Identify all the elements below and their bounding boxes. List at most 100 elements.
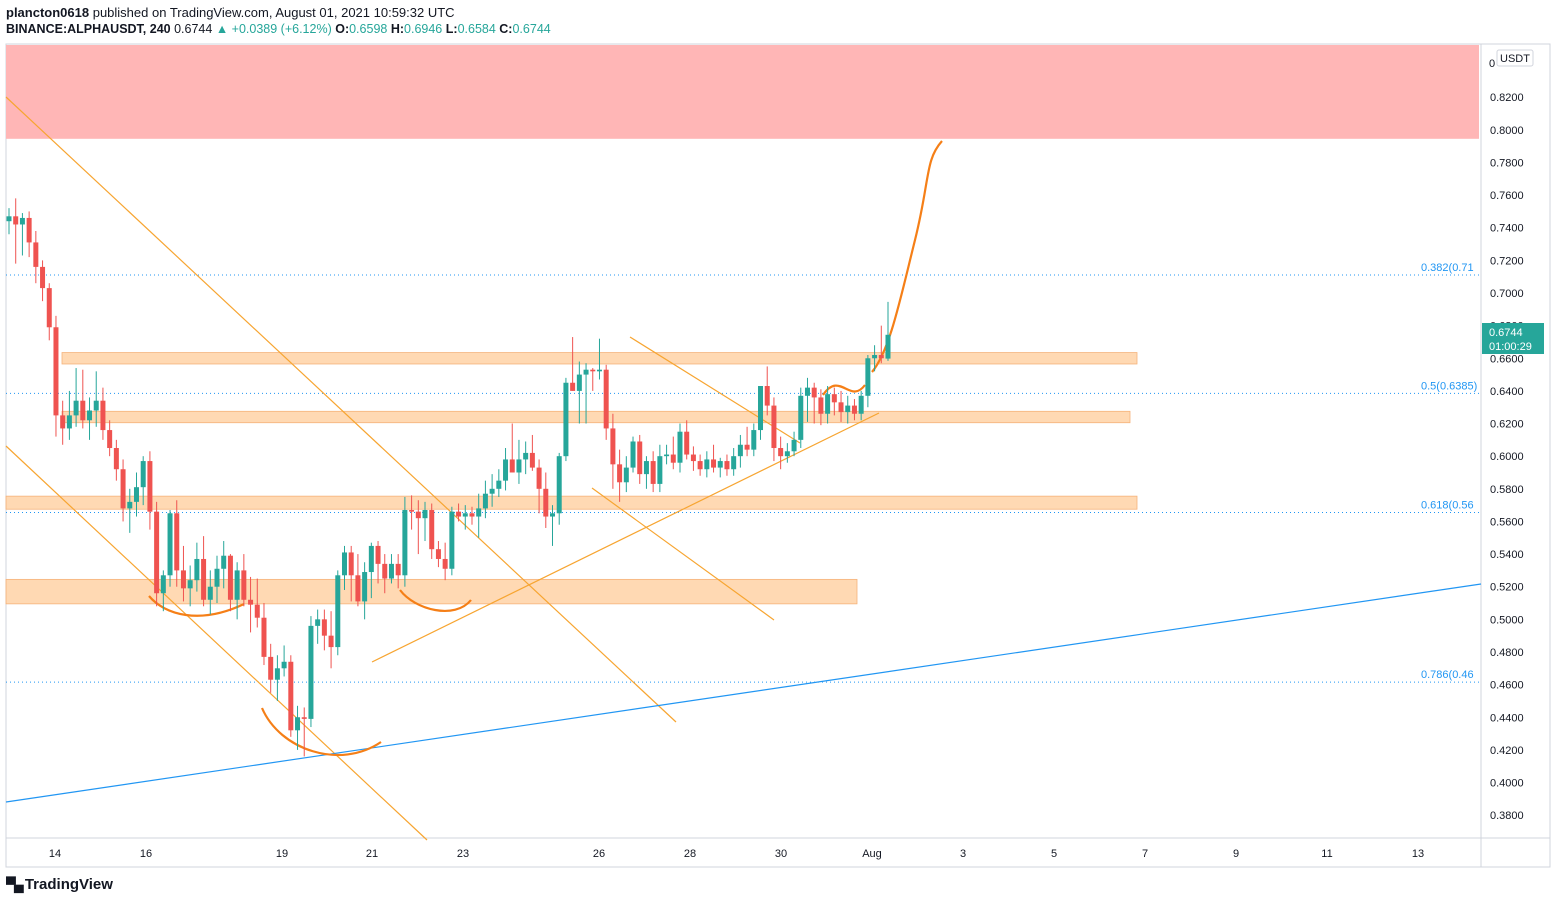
candle[interactable]	[449, 506, 455, 576]
candle[interactable]	[113, 439, 119, 481]
candle[interactable]	[73, 368, 79, 427]
candle[interactable]	[489, 474, 495, 507]
candle[interactable]	[288, 655, 294, 737]
support-zone-2[interactable]	[61, 410, 1131, 424]
candle[interactable]	[375, 541, 381, 584]
candle[interactable]	[87, 397, 93, 440]
curve-pattern-2[interactable]	[260, 707, 382, 757]
candle[interactable]	[664, 444, 670, 465]
candle[interactable]	[120, 459, 126, 522]
trendline-flag-bottom[interactable]	[591, 487, 775, 621]
candle[interactable]	[690, 446, 696, 471]
candle[interactable]	[724, 454, 730, 476]
projection-curve[interactable]	[871, 140, 943, 373]
candle[interactable]	[341, 545, 347, 590]
candle[interactable]	[462, 505, 468, 530]
candle[interactable]	[509, 423, 515, 473]
candle[interactable]	[100, 387, 106, 440]
price-axis[interactable]: 0.8200 0.8000 0.7800 0.7600 0.7400 0.7200 0.70…	[1490, 92, 1524, 822]
candle[interactable]	[409, 495, 415, 530]
candle[interactable]	[301, 707, 307, 757]
candle[interactable]	[187, 565, 193, 607]
candle[interactable]	[274, 655, 280, 701]
candle[interactable]	[623, 456, 629, 493]
candle[interactable]	[261, 603, 267, 666]
candle[interactable]	[543, 472, 549, 528]
trendline-ascending[interactable]	[371, 412, 880, 663]
candle[interactable]	[154, 501, 160, 607]
candle[interactable]	[66, 390, 72, 440]
curve-pattern-3[interactable]	[399, 589, 472, 612]
candle[interactable]	[415, 500, 421, 555]
resistance-zone[interactable]	[6, 44, 1479, 139]
candle[interactable]	[328, 611, 334, 669]
candle[interactable]	[40, 260, 46, 302]
candle[interactable]	[677, 423, 683, 473]
candle[interactable]	[6, 208, 12, 235]
candle[interactable]	[227, 554, 233, 612]
candle[interactable]	[657, 444, 663, 493]
candle[interactable]	[811, 382, 817, 424]
candle[interactable]	[26, 211, 32, 258]
candle[interactable]	[268, 643, 274, 693]
candle[interactable]	[422, 501, 428, 542]
candle[interactable]	[872, 345, 878, 372]
candle[interactable]	[167, 510, 173, 587]
candle[interactable]	[429, 503, 435, 559]
candle[interactable]	[878, 325, 884, 364]
candle[interactable]	[382, 554, 388, 594]
candle[interactable]	[435, 541, 441, 568]
candle[interactable]	[858, 390, 864, 421]
tradingview-logo[interactable]: ▀▄ TradingView	[6, 876, 113, 893]
candle[interactable]	[281, 645, 287, 677]
candle[interactable]	[885, 301, 891, 361]
candle[interactable]	[160, 570, 166, 612]
candle[interactable]	[516, 439, 522, 484]
candle[interactable]	[107, 420, 113, 457]
candle[interactable]	[241, 554, 247, 607]
candle[interactable]	[637, 434, 643, 484]
candle[interactable]	[33, 230, 39, 284]
candle[interactable]	[140, 456, 146, 506]
candle[interactable]	[496, 469, 502, 497]
candle[interactable]	[704, 451, 710, 478]
candle[interactable]	[818, 389, 824, 426]
candle[interactable]	[127, 488, 133, 533]
time-axis[interactable]: 14 16 19 21 23 26 28 30 Aug 3 5 7 9 11 13	[49, 848, 1424, 860]
candle[interactable]	[355, 554, 361, 607]
candle[interactable]	[335, 570, 341, 656]
candle[interactable]	[684, 420, 690, 460]
candle[interactable]	[798, 387, 804, 449]
candle[interactable]	[221, 541, 227, 589]
candle[interactable]	[556, 452, 562, 525]
candle[interactable]	[482, 480, 488, 519]
candle[interactable]	[778, 436, 784, 470]
candle[interactable]	[402, 496, 408, 587]
symbol-name[interactable]: BINANCE:ALPHAUSDT, 240	[6, 22, 171, 36]
candle[interactable]	[711, 444, 717, 473]
candle[interactable]	[610, 413, 616, 489]
candle[interactable]	[643, 456, 649, 489]
support-line-blue[interactable]	[5, 583, 1482, 803]
candle[interactable]	[19, 213, 25, 256]
candle[interactable]	[590, 368, 596, 391]
support-zone-4[interactable]	[5, 578, 858, 605]
candle[interactable]	[348, 545, 354, 602]
candle[interactable]	[234, 562, 240, 620]
candle[interactable]	[851, 399, 857, 421]
candle[interactable]	[362, 562, 368, 620]
candle[interactable]	[744, 426, 750, 457]
candle[interactable]	[831, 387, 837, 416]
trendline-descending-1[interactable]	[5, 96, 677, 723]
candle[interactable]	[503, 448, 509, 491]
candle[interactable]	[60, 400, 66, 445]
candle[interactable]	[617, 449, 623, 502]
candle[interactable]	[758, 386, 764, 440]
candle[interactable]	[529, 434, 535, 471]
candle[interactable]	[442, 542, 448, 581]
candle[interactable]	[368, 542, 374, 599]
candle[interactable]	[523, 441, 529, 475]
candle[interactable]	[838, 390, 844, 422]
candle[interactable]	[845, 395, 851, 424]
publisher-name[interactable]: plancton0618	[6, 5, 90, 20]
